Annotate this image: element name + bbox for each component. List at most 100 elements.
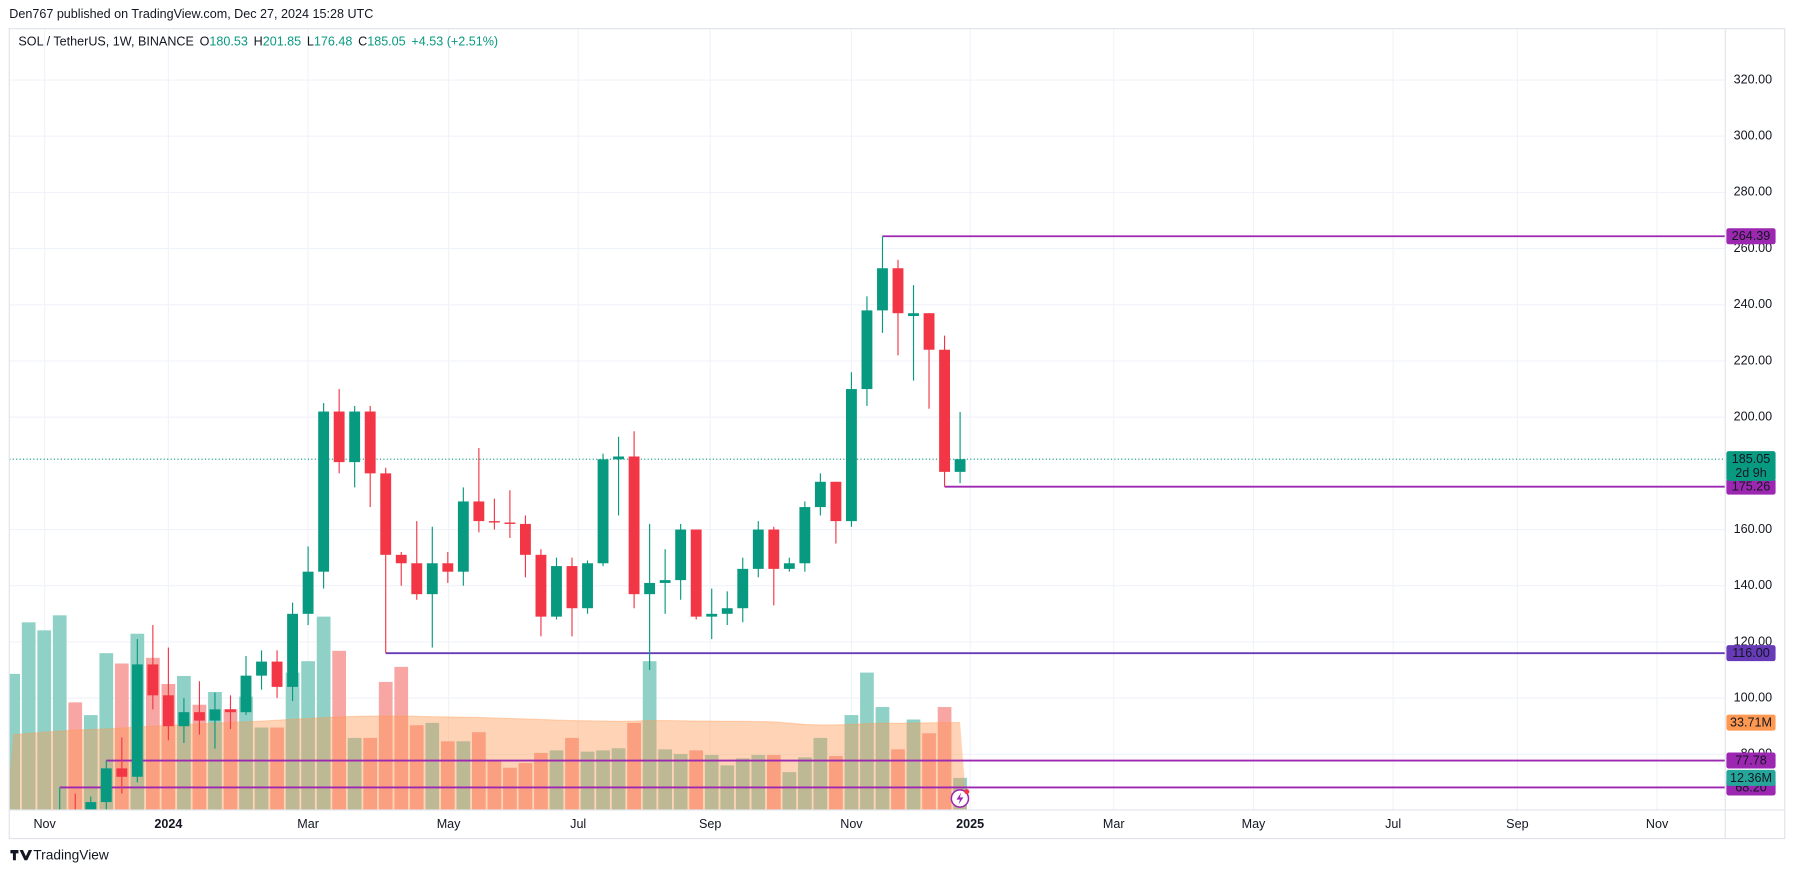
high-value: 201.85	[263, 35, 301, 49]
volume-bar	[239, 696, 253, 810]
volume-bar	[254, 727, 269, 810]
plot-area	[9, 235, 1726, 810]
footer-brand[interactable]: TradingView	[33, 847, 109, 862]
y-tick-label: 160.00	[1734, 522, 1772, 536]
level-label: 116.00	[1732, 646, 1770, 660]
change: +4.53 (+2.51%)	[411, 35, 498, 49]
volume-bar	[347, 737, 362, 810]
level-label-bg	[1726, 645, 1776, 662]
volume-bar	[596, 750, 610, 810]
open-letter: O	[200, 35, 210, 49]
candle-body	[597, 459, 609, 564]
volume-bar	[518, 763, 533, 810]
candle-body	[675, 529, 687, 581]
x-tick-label: Mar	[297, 817, 319, 831]
volume-bar	[549, 750, 564, 810]
volume-bar	[503, 767, 517, 810]
symbol: SOL / TetherUS, 1W, BINANCE	[18, 35, 193, 49]
candle-body	[721, 608, 733, 614]
candle-body	[318, 411, 330, 572]
volume-bar	[68, 702, 83, 810]
y-tick-label: 220.00	[1734, 353, 1772, 367]
open-value: 180.53	[209, 35, 247, 49]
volume-ma-area	[9, 716, 967, 810]
candle-body	[845, 389, 857, 522]
volume-bar	[285, 672, 300, 810]
x-tick-label: Sep	[699, 817, 721, 831]
level-label-bg	[1726, 752, 1776, 769]
candle-body	[582, 563, 593, 609]
alert-bolt	[956, 792, 964, 805]
volume-bar	[9, 673, 21, 810]
footer-logo[interactable]: TradingView	[10, 847, 109, 862]
alert-dot	[964, 789, 970, 795]
level-label-bg	[1726, 478, 1776, 495]
volume-bar	[565, 737, 579, 810]
volume-bar	[456, 741, 471, 810]
candle-body	[783, 563, 795, 569]
candle-body	[302, 571, 314, 614]
logo-mark	[10, 849, 33, 861]
candle-body	[768, 529, 780, 569]
level-label-bg	[1726, 228, 1776, 245]
volume-bar	[332, 650, 347, 810]
volume-ma-label: 33.71M	[1730, 715, 1772, 729]
candle-body	[504, 522, 516, 524]
volume-bar	[735, 758, 750, 810]
candle-body	[799, 507, 811, 564]
volume-bar	[689, 750, 704, 810]
x-tick-label: 2024	[154, 817, 182, 831]
volume-bar	[440, 741, 455, 810]
candle-body	[457, 501, 469, 572]
alert-icon[interactable]	[950, 789, 970, 808]
candle-body	[861, 310, 873, 390]
candle-body	[240, 675, 252, 713]
candle-body	[551, 566, 562, 617]
volume-bar	[83, 715, 98, 810]
volume-label-bg	[1726, 769, 1776, 786]
volume-bar	[611, 748, 626, 810]
candle-body	[147, 664, 159, 696]
volume-bar	[642, 661, 657, 810]
y-tick-label: 100.00	[1734, 690, 1772, 704]
candle-body	[116, 768, 128, 777]
volume-bar	[52, 615, 67, 810]
published-note: Den767 published on TradingView.com, Dec…	[9, 7, 373, 21]
volume-bar	[534, 752, 548, 810]
volume-bar	[782, 772, 797, 810]
x-tick-label: Mar	[1103, 817, 1125, 831]
y-tick-label: 120.00	[1734, 634, 1772, 648]
candle-body	[644, 582, 656, 595]
last-price-label: 185.05	[1732, 452, 1770, 466]
candle-body	[814, 481, 826, 508]
x-tick-label: 2025	[956, 817, 984, 831]
candle-body	[162, 695, 174, 727]
candle-body	[690, 529, 702, 617]
close-value: 185.05	[367, 35, 405, 49]
volume-bar	[301, 661, 315, 810]
volume-ma-label-bg	[1726, 714, 1776, 731]
volume-bar	[394, 666, 409, 810]
candle-body	[752, 529, 764, 569]
volume-bar	[829, 756, 843, 810]
volume-bar	[363, 737, 378, 810]
y-tick-label: 200.00	[1734, 409, 1772, 423]
candle-body	[100, 768, 112, 803]
y-tick-label: 300.00	[1734, 129, 1772, 143]
candle-body	[85, 802, 97, 810]
candle-body	[380, 473, 392, 555]
x-tick-label: Jul	[1385, 817, 1401, 831]
volume-bar	[891, 749, 905, 810]
candle-body	[287, 613, 299, 687]
candle-body	[194, 712, 205, 721]
level-label: 264.39	[1732, 229, 1770, 243]
y-tick-label: 260.00	[1734, 241, 1772, 255]
x-tick-label: May	[1242, 817, 1266, 831]
volume-bar	[487, 760, 502, 810]
countdown: 2d 9h	[1735, 466, 1766, 480]
volume-bar	[875, 707, 890, 810]
level-label: 77.78	[1735, 753, 1766, 767]
candle-body	[209, 709, 221, 721]
